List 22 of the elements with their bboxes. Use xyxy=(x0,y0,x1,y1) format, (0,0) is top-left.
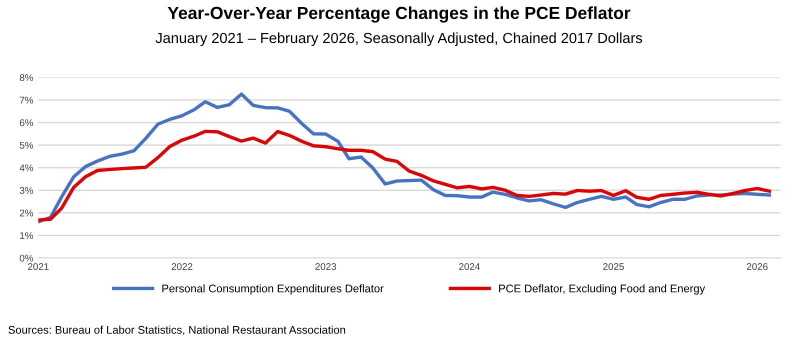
legend-label: Personal Consumption Expenditures Deflator xyxy=(162,284,384,295)
line-series xyxy=(38,92,772,224)
y-tick-label: 4% xyxy=(20,164,34,172)
chart-title: Year-Over-Year Percentage Changes in the PCE Deflator xyxy=(168,6,630,23)
y-tick-label: 1% xyxy=(20,232,34,240)
x-tick-label: 2025 xyxy=(603,263,624,270)
x-tick-label: 2022 xyxy=(172,263,192,270)
line-series xyxy=(38,130,772,222)
y-tick-label: 0% xyxy=(20,254,34,262)
legend-label: PCE Deflator, Excluding Food and Energy xyxy=(499,284,706,295)
y-tick-label: 3% xyxy=(20,187,34,194)
x-tick-label: 2023 xyxy=(315,263,336,270)
x-tick-label: 2024 xyxy=(459,263,480,270)
y-tick-label: 2% xyxy=(20,210,34,216)
x-tick-label: 2021 xyxy=(28,263,49,270)
y-tick-label: 7% xyxy=(20,96,34,104)
y-tick-label: 8% xyxy=(20,74,34,82)
source-note: Sources: Bureau of Labor Statistics, National Restaurant Association xyxy=(8,326,346,336)
x-tick-label: 2026 xyxy=(746,263,768,270)
y-tick-label: 6% xyxy=(20,119,34,126)
chart-subtitle: January 2021 – February 2026, Seasonally Adjusted, Chained 2017 Dollars xyxy=(156,32,642,46)
y-tick-label: 5% xyxy=(20,142,34,149)
